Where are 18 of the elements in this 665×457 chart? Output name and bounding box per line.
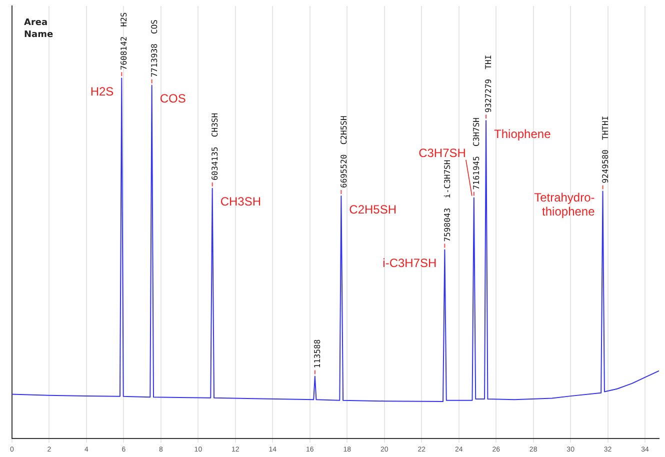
annotation: 7713938 COS	[150, 19, 159, 78]
annotation: 7598043 i-C3H7SH	[442, 160, 452, 242]
annotation: C3H7SH	[418, 146, 466, 160]
annotation: Thiophene	[494, 126, 552, 141]
annotation: 9327279 THI	[484, 54, 494, 113]
annotation: H2S	[90, 84, 114, 98]
annotation: i-C3H7SH	[382, 256, 437, 270]
annotation: Tetrahydro- thiophene	[534, 190, 596, 219]
annotation: 113588	[313, 339, 322, 368]
annotation: 6695520 C2H5SH	[339, 116, 348, 188]
text: Area Name	[24, 18, 54, 40]
annotation: CH3SH	[220, 194, 262, 209]
annotation: 7608142 H2S	[120, 12, 129, 70]
annotation: C2H5SH	[349, 202, 397, 216]
annotation: 9249580 THTHI	[600, 116, 610, 184]
annotation: 7161945 C3H7SH	[472, 117, 482, 190]
annotation: COS	[160, 92, 186, 106]
annotation: 6034135 CH3SH	[210, 112, 220, 180]
